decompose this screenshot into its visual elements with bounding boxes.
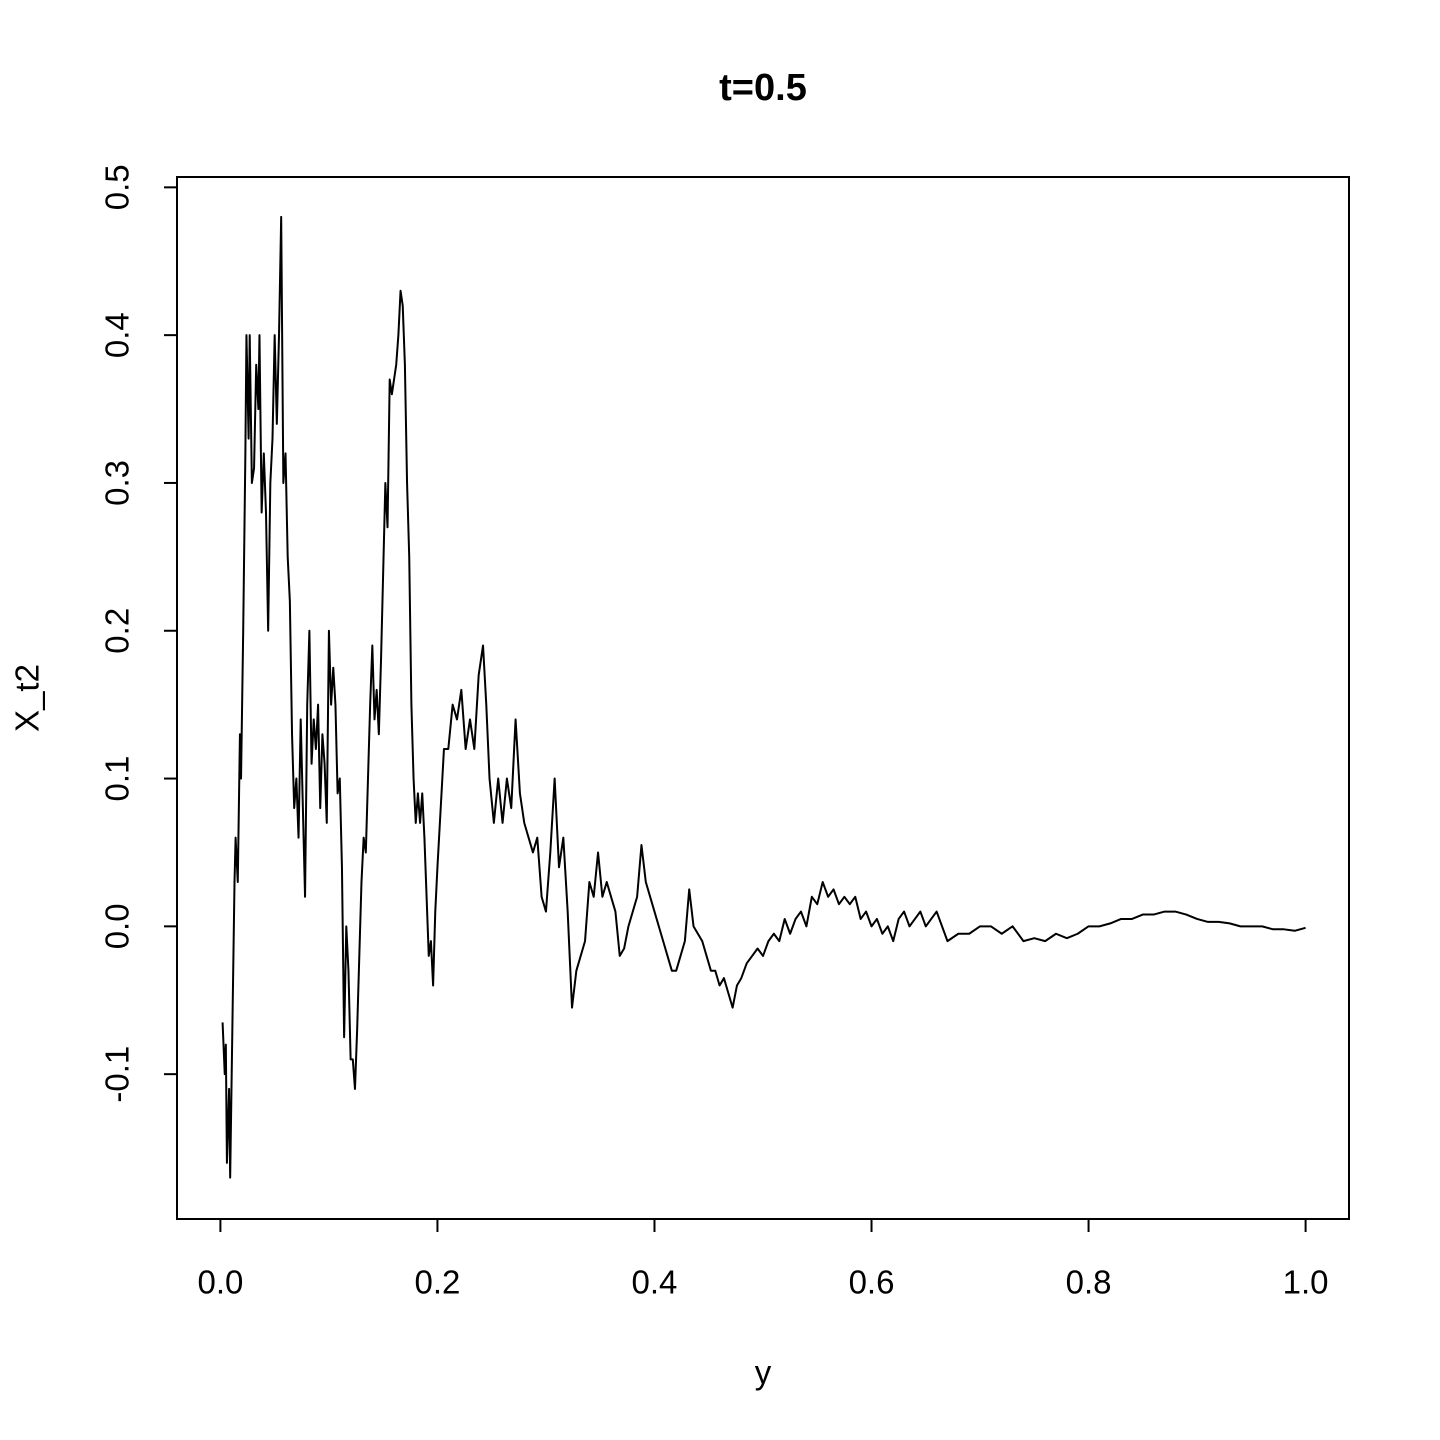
data-line (221, 215, 1306, 1179)
y-tick-label: 0.5 (99, 164, 136, 210)
y-tick-label: 0.1 (99, 756, 136, 802)
y-tick-label: 0.0 (99, 903, 136, 949)
y-axis-label: X_t2 (9, 664, 46, 732)
x-axis-label: y (755, 1354, 772, 1391)
y-tick-label: 0.2 (99, 608, 136, 654)
y-tick-label: 0.3 (99, 460, 136, 506)
x-tick-label: 0.6 (849, 1264, 895, 1301)
chart-title: t=0.5 (719, 67, 807, 109)
y-tick-label: 0.4 (99, 312, 136, 358)
x-tick-label: 0.4 (632, 1264, 678, 1301)
y-tick-label: -0.1 (99, 1046, 136, 1103)
x-tick-label: 0.8 (1066, 1264, 1112, 1301)
x-tick-label: 1.0 (1283, 1264, 1329, 1301)
x-tick-label: 0.0 (197, 1264, 243, 1301)
x-tick-label: 0.2 (415, 1264, 461, 1301)
